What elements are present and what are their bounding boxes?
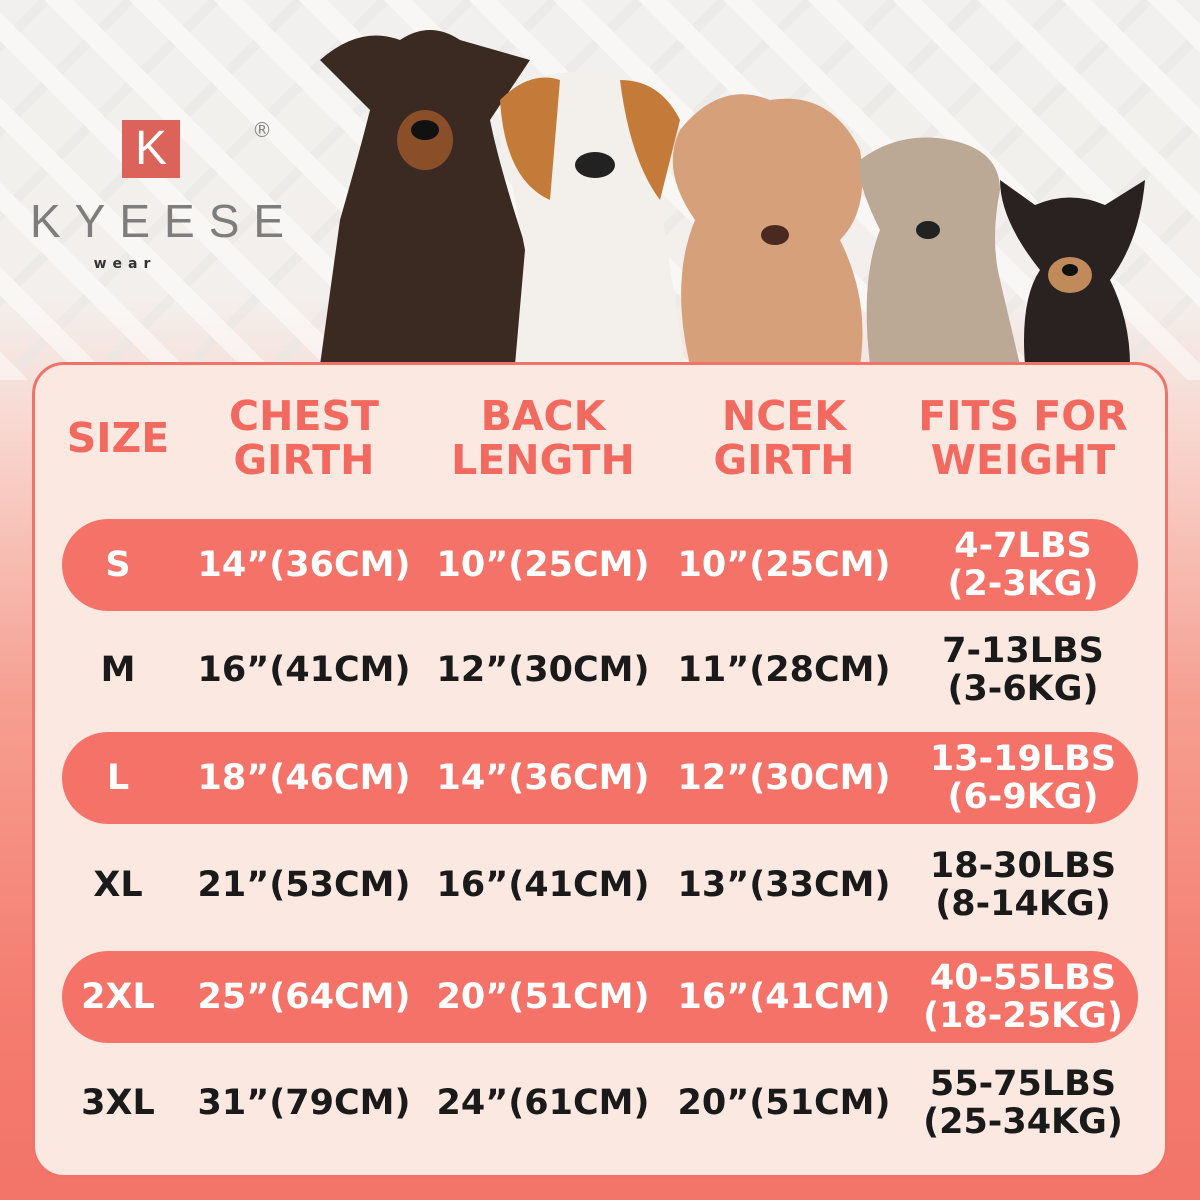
dogs-photo: [320, 30, 1145, 365]
cell-neck-girth: 16”(41CM): [677, 977, 891, 1017]
cell-chest-girth: 31”(79CM): [197, 1083, 411, 1123]
header-neck-girth: NCEK GIRTH: [713, 392, 855, 484]
cell-chest-girth: 25”(64CM): [197, 977, 411, 1017]
cell-neck-girth: 11”(28CM): [677, 650, 891, 690]
brand-sub: wear: [93, 256, 157, 272]
logo-mark: K: [122, 120, 180, 178]
cell-back-length: 14”(36CM): [436, 758, 650, 798]
cell-back-length: 10”(25CM): [436, 545, 650, 585]
terrier: [859, 137, 1020, 365]
poodle: [672, 94, 863, 365]
brand-logo: K ® KYEESE wear: [30, 118, 299, 278]
cell-back-length: 12”(30CM): [436, 650, 650, 690]
header-size: SIZE: [66, 414, 170, 462]
cell-neck-girth: 10”(25CM): [677, 545, 891, 585]
cell-chest-girth: 16”(41CM): [197, 650, 411, 690]
cell-neck-girth: 12”(30CM): [677, 758, 891, 798]
cell-chest-girth: 18”(46CM): [197, 758, 411, 798]
cell-chest-girth: 21”(53CM): [197, 865, 411, 905]
brand-name: KYEESE: [30, 195, 299, 247]
cell-size: M: [100, 650, 136, 690]
cell-weight: 7-13LBS (3-6KG): [942, 631, 1104, 709]
cell-neck-girth: 13”(33CM): [677, 865, 891, 905]
cell-weight: 40-55LBS (18-25KG): [923, 958, 1123, 1036]
row-highlight: [62, 732, 1138, 824]
cell-size: S: [105, 545, 131, 585]
cell-size: XL: [93, 865, 143, 905]
chihuahua: [1000, 180, 1145, 365]
cell-back-length: 16”(41CM): [436, 865, 650, 905]
cell-weight: 13-19LBS (6-9KG): [929, 739, 1117, 817]
cell-size: 2XL: [81, 977, 155, 1017]
row-highlight: [62, 519, 1138, 611]
header-weight: FITS FOR WEIGHT: [918, 392, 1128, 484]
cell-size: 3XL: [81, 1083, 155, 1123]
doberman: [320, 30, 530, 365]
cell-neck-girth: 20”(51CM): [677, 1083, 891, 1123]
beagle: [498, 72, 685, 365]
cell-weight: 55-75LBS (25-34KG): [923, 1064, 1123, 1142]
cell-back-length: 24”(61CM): [436, 1083, 650, 1123]
cell-size: L: [106, 758, 130, 798]
cell-weight: 18-30LBS (8-14KG): [929, 846, 1117, 924]
registered-mark: ®: [252, 118, 272, 142]
cell-back-length: 20”(51CM): [436, 977, 650, 1017]
cell-weight: 4-7LBS (2-3KG): [947, 526, 1099, 604]
row-highlight: [62, 951, 1138, 1043]
header-back-length: BACK LENGTH: [451, 392, 635, 484]
header-chest-girth: CHEST GIRTH: [229, 392, 379, 484]
cell-chest-girth: 14”(36CM): [197, 545, 411, 585]
